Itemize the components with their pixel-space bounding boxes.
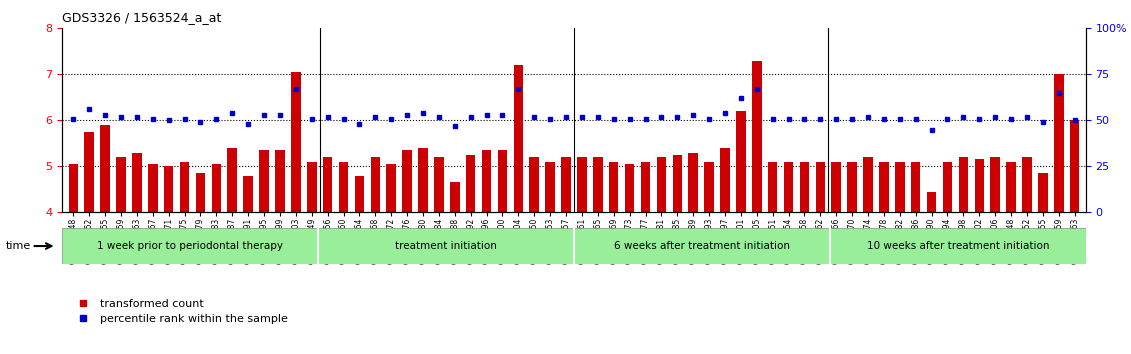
Bar (943, 162, 952, 212)
Bar (291, 72, 301, 212)
Bar (545, 162, 555, 212)
Bar (180, 162, 189, 212)
Bar (450, 183, 459, 212)
Bar (689, 153, 698, 212)
Bar (830, 228, 1086, 264)
Bar (895, 162, 905, 212)
Bar (101, 125, 110, 212)
Bar (641, 162, 650, 212)
Bar (69, 164, 78, 212)
Bar (434, 157, 443, 212)
Bar (275, 150, 285, 212)
Bar (1070, 120, 1079, 212)
Bar (736, 111, 745, 212)
Bar (657, 157, 666, 212)
Text: time: time (6, 241, 31, 251)
Bar (959, 157, 968, 212)
Bar (593, 157, 603, 212)
Bar (879, 162, 889, 212)
Bar (418, 148, 428, 212)
Bar (847, 162, 857, 212)
Bar (815, 162, 826, 212)
Bar (482, 150, 491, 212)
Bar (116, 157, 126, 212)
Bar (1054, 74, 1063, 212)
Bar (243, 176, 253, 212)
Bar (577, 157, 587, 212)
Bar (132, 153, 141, 212)
Bar (62, 228, 318, 264)
Bar (371, 157, 380, 212)
Bar (975, 159, 984, 212)
Bar (466, 155, 475, 212)
Bar (529, 157, 539, 212)
Bar (322, 157, 333, 212)
Bar (608, 162, 619, 212)
Bar (259, 150, 269, 212)
Bar (387, 164, 396, 212)
Bar (720, 148, 729, 212)
Text: treatment initiation: treatment initiation (395, 241, 497, 251)
Bar (768, 162, 777, 212)
Text: GDS3326 / 1563524_a_at: GDS3326 / 1563524_a_at (62, 11, 222, 24)
Bar (1022, 157, 1031, 212)
Bar (498, 150, 507, 212)
Bar (403, 150, 412, 212)
Bar (800, 162, 809, 212)
Bar (910, 162, 921, 212)
Bar (831, 162, 841, 212)
Bar (196, 173, 205, 212)
Bar (355, 176, 364, 212)
Bar (624, 164, 634, 212)
Bar (164, 166, 173, 212)
Text: 6 weeks after treatment initiation: 6 weeks after treatment initiation (614, 241, 789, 251)
Bar (673, 155, 682, 212)
Bar (227, 148, 238, 212)
Bar (705, 162, 714, 212)
Text: 1 week prior to periodontal therapy: 1 week prior to periodontal therapy (97, 241, 283, 251)
Bar (211, 164, 222, 212)
Bar (1038, 173, 1047, 212)
Legend: transformed count, percentile rank within the sample: transformed count, percentile rank withi… (68, 294, 292, 329)
Text: 10 weeks after treatment initiation: 10 weeks after treatment initiation (866, 241, 1050, 251)
Bar (1007, 162, 1016, 212)
Bar (318, 228, 573, 264)
Bar (926, 192, 936, 212)
Bar (573, 228, 830, 264)
Bar (784, 162, 793, 212)
Bar (513, 65, 524, 212)
Bar (863, 157, 873, 212)
Bar (561, 157, 571, 212)
Bar (339, 162, 348, 212)
Bar (148, 164, 157, 212)
Bar (307, 162, 317, 212)
Bar (752, 61, 761, 212)
Bar (991, 157, 1000, 212)
Bar (85, 132, 94, 212)
